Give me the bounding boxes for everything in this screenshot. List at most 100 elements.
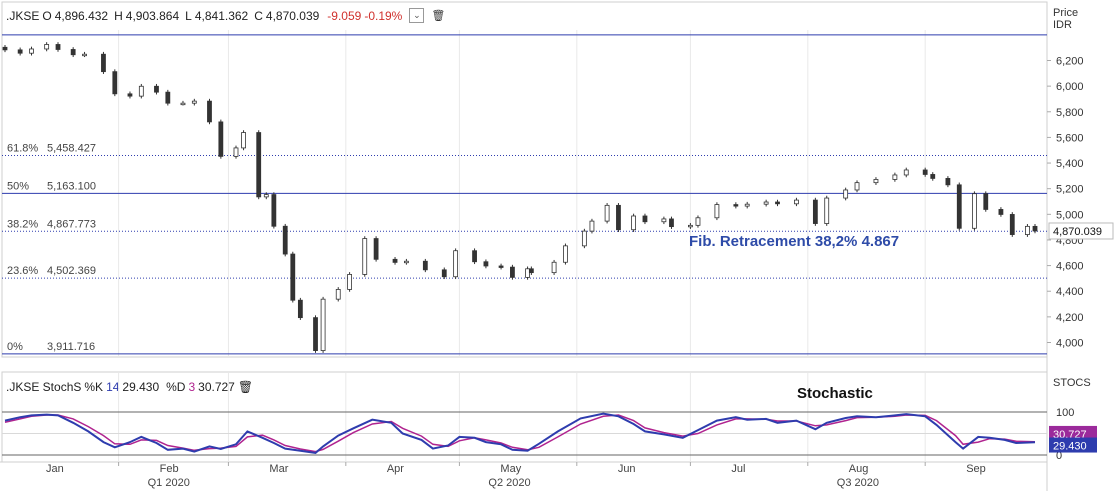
candle-body xyxy=(1032,225,1038,232)
candle-body xyxy=(642,215,648,223)
month-label: Sep xyxy=(966,463,986,475)
price-tick-label: 4,000 xyxy=(1056,338,1084,350)
price-tick-label: 5,400 xyxy=(1056,158,1084,170)
candle-body xyxy=(313,317,318,351)
chevron-down-icon[interactable]: ⌄ xyxy=(409,8,425,23)
candle-body xyxy=(165,91,171,104)
candle-body xyxy=(320,298,326,351)
candle-body xyxy=(744,203,750,207)
candle-body xyxy=(472,250,477,263)
fib-value-label: 5,458.427 xyxy=(47,143,96,155)
candle-body xyxy=(112,71,118,95)
month-label: Mar xyxy=(269,463,288,475)
candle-body xyxy=(218,121,224,157)
fib-value-label: 3,911.716 xyxy=(47,341,95,353)
candle-body xyxy=(256,132,262,198)
candle-body xyxy=(191,100,197,104)
price-tick-label: 5,000 xyxy=(1056,209,1084,221)
fib-value-label: 4,502.369 xyxy=(47,265,96,277)
candle-body xyxy=(983,193,989,210)
last-price-badge xyxy=(1048,222,1114,240)
candle-body xyxy=(138,85,144,97)
candle-body xyxy=(392,258,398,263)
fib-pct-label: 50% xyxy=(7,180,29,192)
k-value-badge xyxy=(1049,437,1097,453)
fib-annotation: Fib. Retracement 38,2% 4.867 xyxy=(689,233,899,250)
candle-body xyxy=(44,44,50,50)
change-pct-value: -0.19% xyxy=(364,8,403,23)
candle-body xyxy=(589,220,595,232)
fib-pct-label: 23.6% xyxy=(7,265,38,277)
change-value: -9.059 xyxy=(327,8,362,23)
candle-body xyxy=(688,224,693,228)
candle-body xyxy=(763,201,769,205)
candle-body xyxy=(510,266,515,278)
candle-body xyxy=(373,238,379,260)
candle-body xyxy=(794,199,799,205)
candle-body xyxy=(945,178,951,186)
month-label: Jun xyxy=(618,463,636,475)
candle-body xyxy=(441,269,447,278)
candle-body xyxy=(70,49,76,56)
candle-body xyxy=(581,230,587,247)
k-value: 29.430 xyxy=(122,380,160,394)
low-value: 4,841.362 xyxy=(194,8,249,23)
candle-body xyxy=(616,204,621,231)
time-axis: Jan Feb Mar Apr May Jun Jul Aug Sep Q1 2020 Q2 202… xyxy=(46,462,986,489)
trash-icon[interactable]: 🗑 xyxy=(431,10,446,22)
candle-body xyxy=(528,268,534,274)
stochastic-title: Stochastic xyxy=(797,385,873,402)
candle-body xyxy=(972,193,977,229)
fib-value-label: 5,163.100 xyxy=(47,180,96,192)
candle-body xyxy=(873,179,879,184)
candle-body xyxy=(422,260,428,271)
d-period: 3 xyxy=(188,380,196,394)
month-label: Jul xyxy=(731,463,745,475)
candle-body xyxy=(998,209,1004,215)
candle-body xyxy=(233,147,239,157)
candle-body xyxy=(101,53,106,73)
price-tick-label: 6,200 xyxy=(1056,56,1084,68)
price-tick-label: 4,400 xyxy=(1056,286,1084,298)
candle-body xyxy=(669,218,674,228)
trash-icon[interactable]: 🗑 xyxy=(237,380,254,394)
fib-pct-label: 38.2% xyxy=(7,218,38,230)
candle-body xyxy=(483,261,489,267)
candle-body xyxy=(854,182,860,191)
candle-body xyxy=(661,218,667,223)
high-value: 4,903.864 xyxy=(125,8,180,23)
candle-body xyxy=(127,93,133,97)
candle-body xyxy=(17,49,23,54)
candle-body xyxy=(297,299,303,319)
price-header: .JKSE O 4,896.432 H 4,903.864 L 4,841.362 C… xyxy=(6,8,445,23)
stochastic-header: .JKSE StochS %K 14 29.430 %D 3 30.727 🗑 xyxy=(6,380,253,394)
candle-body xyxy=(604,204,610,222)
candle-body xyxy=(154,85,159,93)
price-axis-title-price: Price xyxy=(1053,7,1079,19)
month-label: May xyxy=(500,463,521,475)
symbol-label: .JKSE xyxy=(6,8,40,23)
quarter-label: Q3 2020 xyxy=(837,477,879,489)
fib-retracement-levels: 61.8% 5,458.427 50% 5,163.100 38.2% 4,867.773… xyxy=(2,34,1047,355)
candle-body xyxy=(55,44,61,50)
candle-body xyxy=(335,289,341,300)
month-label: Apr xyxy=(387,463,404,475)
stoch-title-label: .JKSE StochS xyxy=(6,380,82,394)
candle-body xyxy=(892,174,898,180)
k-period: 14 xyxy=(106,380,120,394)
stochastic-panel: 050100 xyxy=(2,407,1074,462)
stoch-k-line xyxy=(4,412,1036,454)
candle-body xyxy=(714,204,720,219)
candle-body xyxy=(563,245,568,263)
candle-body xyxy=(733,204,739,207)
price-tick-label: 5,600 xyxy=(1056,132,1084,144)
price-tick-label: 6,000 xyxy=(1056,81,1084,93)
candle-body xyxy=(956,184,962,229)
candle-body xyxy=(207,100,212,123)
stoch-tick-label: 100 xyxy=(1056,407,1074,419)
d-value: 30.727 xyxy=(198,380,235,394)
candle-body xyxy=(498,265,504,268)
price-axis-title: Price IDR xyxy=(1053,7,1078,31)
